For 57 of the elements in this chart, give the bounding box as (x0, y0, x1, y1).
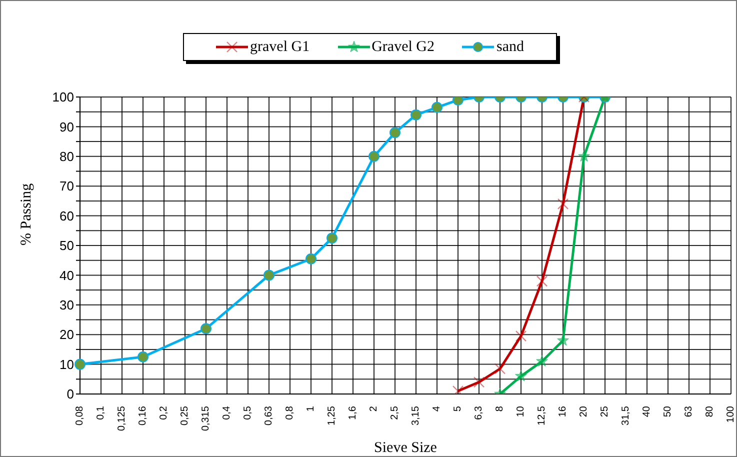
x-tick-label: 1,25 (326, 406, 338, 426)
x-tick-label: 0,5 (242, 406, 254, 420)
legend-label: sand (496, 38, 524, 56)
legend-label: Gravel G2 (372, 38, 434, 56)
y-tick-label: 50 (60, 238, 74, 254)
x-tick-label: 1 (306, 406, 317, 412)
y-tick-label: 30 (60, 298, 74, 313)
x-tick-label: 16 (558, 406, 569, 418)
x-tick-label: 6,3 (474, 406, 485, 420)
x-tick-label: 40 (642, 406, 653, 418)
y-tick-label: 80 (60, 149, 74, 164)
x-tick-label: 2 (368, 406, 380, 412)
point (515, 370, 527, 382)
x-tick-label: 31,5 (620, 406, 632, 426)
x-tick-label: 3,15 (410, 406, 422, 426)
x-tick-label: 0,315 (200, 406, 212, 432)
x-tick-label: 0,16 (138, 406, 149, 426)
x-tick-label: 0,125 (116, 406, 128, 432)
point (306, 253, 316, 264)
point (138, 351, 148, 362)
x-tick-label: 100 (726, 406, 737, 423)
y-tick-label: 90 (60, 119, 74, 134)
x-tick-label: 63 (684, 406, 695, 418)
y-tick-label: 20 (60, 327, 74, 342)
x-tick-label: 0,08 (74, 406, 86, 426)
x-tick-label: 5 (452, 406, 464, 412)
x-tick-label: 12,5 (536, 406, 548, 426)
point (536, 355, 548, 366)
legend-label: gravel G1 (250, 38, 310, 56)
y-tick-label: 70 (60, 178, 74, 194)
point (557, 334, 569, 346)
x-tick-label: 10 (516, 406, 527, 418)
x-tick-label: 4 (432, 406, 443, 412)
x-tick-label: 8 (494, 406, 506, 412)
x-tick-label: 0,8 (284, 406, 296, 420)
x-tick-label: 0,25 (180, 406, 191, 426)
x-tick-label: 0,2 (158, 406, 170, 420)
y-axis-title: % Passing (18, 182, 34, 246)
point (326, 232, 338, 244)
x-tick-label: 25 (600, 406, 611, 418)
x-tick-label: 1,6 (348, 406, 359, 420)
point (200, 323, 212, 334)
x-tick-label: 0,1 (96, 406, 107, 420)
y-tick-label: 60 (60, 208, 74, 224)
x-tick-label: 50 (662, 406, 674, 418)
y-tick-label: 100 (52, 90, 74, 105)
x-axis-title: Sieve Size (374, 440, 438, 456)
x-tick-label: 80 (704, 406, 716, 418)
y-tick-label: 10 (60, 356, 74, 372)
point (264, 270, 274, 281)
y-tick-label: 0 (66, 386, 74, 402)
x-tick-label: 0,4 (222, 406, 233, 420)
point (74, 358, 86, 370)
x-tick-label: 0,63 (264, 406, 275, 426)
y-tick-label: 40 (60, 268, 74, 283)
x-tick-label: 2,5 (390, 406, 401, 420)
x-tick-label: 20 (578, 406, 590, 418)
